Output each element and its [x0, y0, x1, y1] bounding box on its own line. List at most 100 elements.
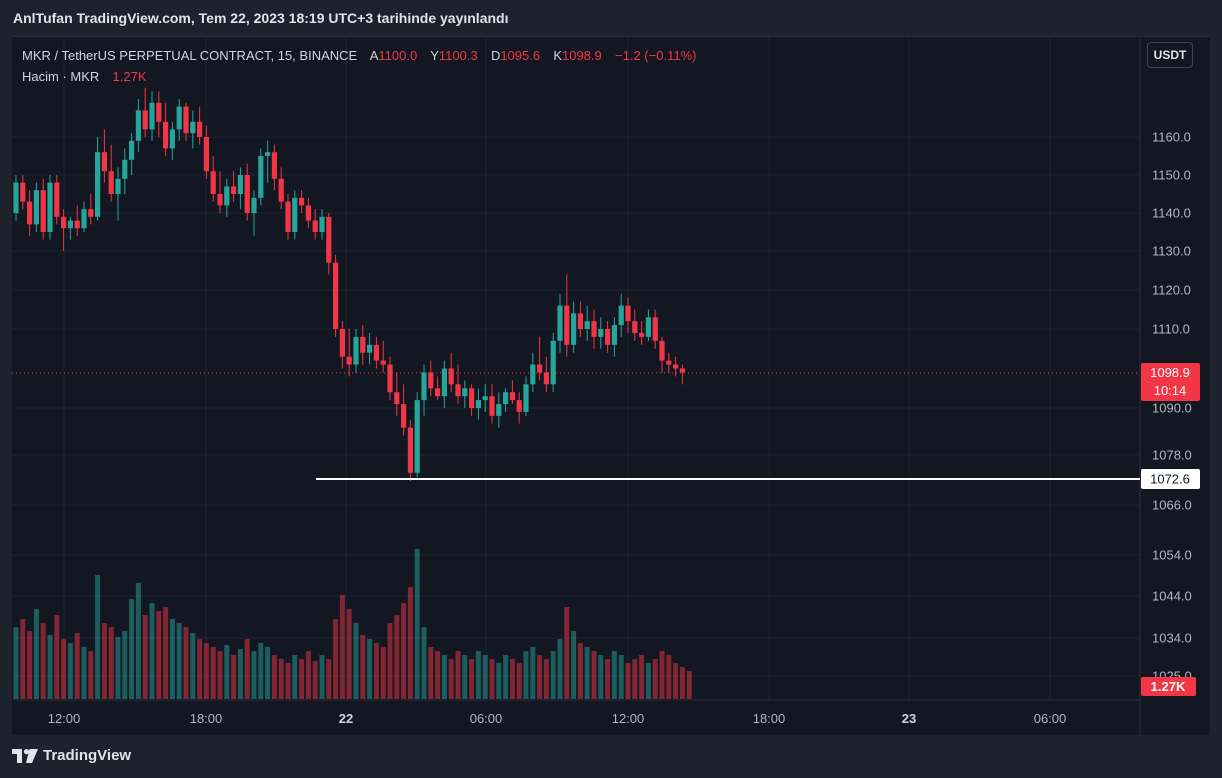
bar-countdown: 10:14 — [1154, 383, 1187, 398]
candle-body — [149, 102, 155, 130]
candle-body — [13, 182, 19, 213]
volume-bar — [387, 623, 393, 699]
volume-bar — [414, 549, 420, 699]
price-tick-label: 1130.0 — [1152, 244, 1191, 259]
volume-bar — [224, 645, 230, 699]
candle-body — [271, 152, 277, 179]
volume-bar — [611, 651, 617, 699]
price-tick-label: 1078.0 — [1152, 448, 1192, 463]
candlestick-chart[interactable]: 1160.0 1150.0 1140.0 1130.0 1120.0 1110.0 1090… — [12, 37, 1210, 736]
candle-body — [122, 159, 128, 179]
candle-body — [74, 220, 80, 229]
volume-bar — [292, 655, 298, 699]
volume-bar — [183, 627, 189, 699]
volume-bar — [176, 623, 182, 699]
candle-body — [455, 384, 461, 397]
candle-body — [115, 178, 121, 194]
volume-bar — [509, 659, 515, 699]
currency-unit-button[interactable]: USDT — [1147, 42, 1193, 68]
volume-bar — [95, 575, 101, 699]
volume-bar — [360, 635, 366, 699]
volume-bar — [673, 663, 679, 699]
chart-panel[interactable]: 1160.0 1150.0 1140.0 1130.0 1120.0 1110.0 1090… — [12, 36, 1210, 736]
time-tick-label: 06:00 — [1034, 711, 1067, 726]
candle-body — [319, 216, 325, 232]
volume-bar — [156, 611, 162, 699]
volume-bar — [686, 671, 692, 699]
high-label: Y — [430, 48, 439, 63]
candle-body — [516, 400, 522, 412]
time-axis[interactable]: 12:00 18:00 22 06:00 12:00 18:00 23 06:00 — [48, 711, 1067, 726]
volume-bar — [47, 635, 53, 699]
volume-bar — [101, 623, 107, 699]
volume-bar — [394, 615, 400, 699]
candle-body — [577, 313, 583, 329]
volume-bar — [543, 659, 549, 699]
candle-body — [203, 137, 209, 172]
candle-body — [639, 332, 645, 337]
volume-bar — [305, 651, 311, 699]
candle-body — [237, 175, 243, 194]
volume-bar — [584, 647, 590, 699]
volume-bar — [618, 655, 624, 699]
volume-bar — [469, 659, 475, 699]
candle-body — [605, 329, 611, 345]
volume-bar — [441, 655, 447, 699]
volume-bar — [163, 607, 169, 699]
price-axis[interactable]: 1160.0 1150.0 1140.0 1130.0 1120.0 1110.0 1090… — [1152, 130, 1192, 684]
candle-body — [258, 156, 264, 198]
volume-bar — [353, 623, 359, 699]
candle-body — [482, 396, 488, 401]
high-value: 1100.3 — [438, 48, 478, 63]
candle-body — [40, 190, 46, 232]
candle-body — [659, 340, 665, 361]
time-tick-label: 22 — [339, 711, 353, 726]
candle-body — [54, 182, 60, 217]
change-value: −1.2 (−0.11%) — [615, 48, 697, 63]
volume-bar — [435, 651, 441, 699]
candle-body — [169, 129, 175, 149]
line-price-badge — [1141, 469, 1200, 489]
volume-bar — [557, 639, 563, 699]
brand-name: TradingView — [43, 747, 132, 764]
candle-body — [584, 321, 590, 329]
volume-bar — [645, 663, 651, 699]
candle-body — [163, 121, 169, 149]
candle-body — [305, 205, 311, 221]
tradingview-brand[interactable]: TradingView — [12, 747, 131, 764]
candle-body — [346, 356, 352, 365]
volume-bar — [312, 661, 318, 699]
candle-body — [462, 388, 468, 397]
volume-label[interactable]: Hacim · MKR — [22, 69, 100, 84]
volume-bar — [550, 651, 556, 699]
ohlc-legend: MKR / TetherUS PERPETUAL CONTRACT, 15, B… — [22, 45, 696, 66]
volume-bar — [407, 587, 413, 699]
volume-bar — [244, 639, 250, 699]
candle-body — [244, 175, 250, 213]
candle-body — [326, 216, 332, 263]
candle-body — [190, 121, 196, 134]
volume-bar — [40, 623, 46, 699]
symbol-label[interactable]: MKR / TetherUS PERPETUAL CONTRACT, 15, B… — [22, 48, 358, 63]
candle-body — [625, 305, 631, 322]
volume-bar — [605, 659, 611, 699]
volume-bar — [577, 643, 583, 699]
candle-body — [401, 404, 407, 428]
volume-bar — [632, 659, 638, 699]
price-tick-label: 1044.0 — [1152, 589, 1192, 604]
volume-bar — [503, 655, 509, 699]
candle-body — [299, 197, 305, 206]
candle-body — [509, 392, 515, 401]
close-label: K — [553, 48, 563, 63]
candle-body — [537, 364, 543, 373]
volume-bar — [271, 655, 277, 699]
volume-bar — [13, 627, 19, 699]
price-tick-label: 1110.0 — [1152, 322, 1190, 337]
chart-legend: MKR / TetherUS PERPETUAL CONTRACT, 15, B… — [22, 45, 696, 87]
candle-body — [407, 427, 413, 473]
volume-bar — [448, 659, 454, 699]
volume-bar — [475, 651, 481, 699]
time-tick-label: 18:00 — [753, 711, 786, 726]
candle-body — [428, 372, 434, 389]
price-tick-label: 1140.0 — [1152, 206, 1191, 221]
